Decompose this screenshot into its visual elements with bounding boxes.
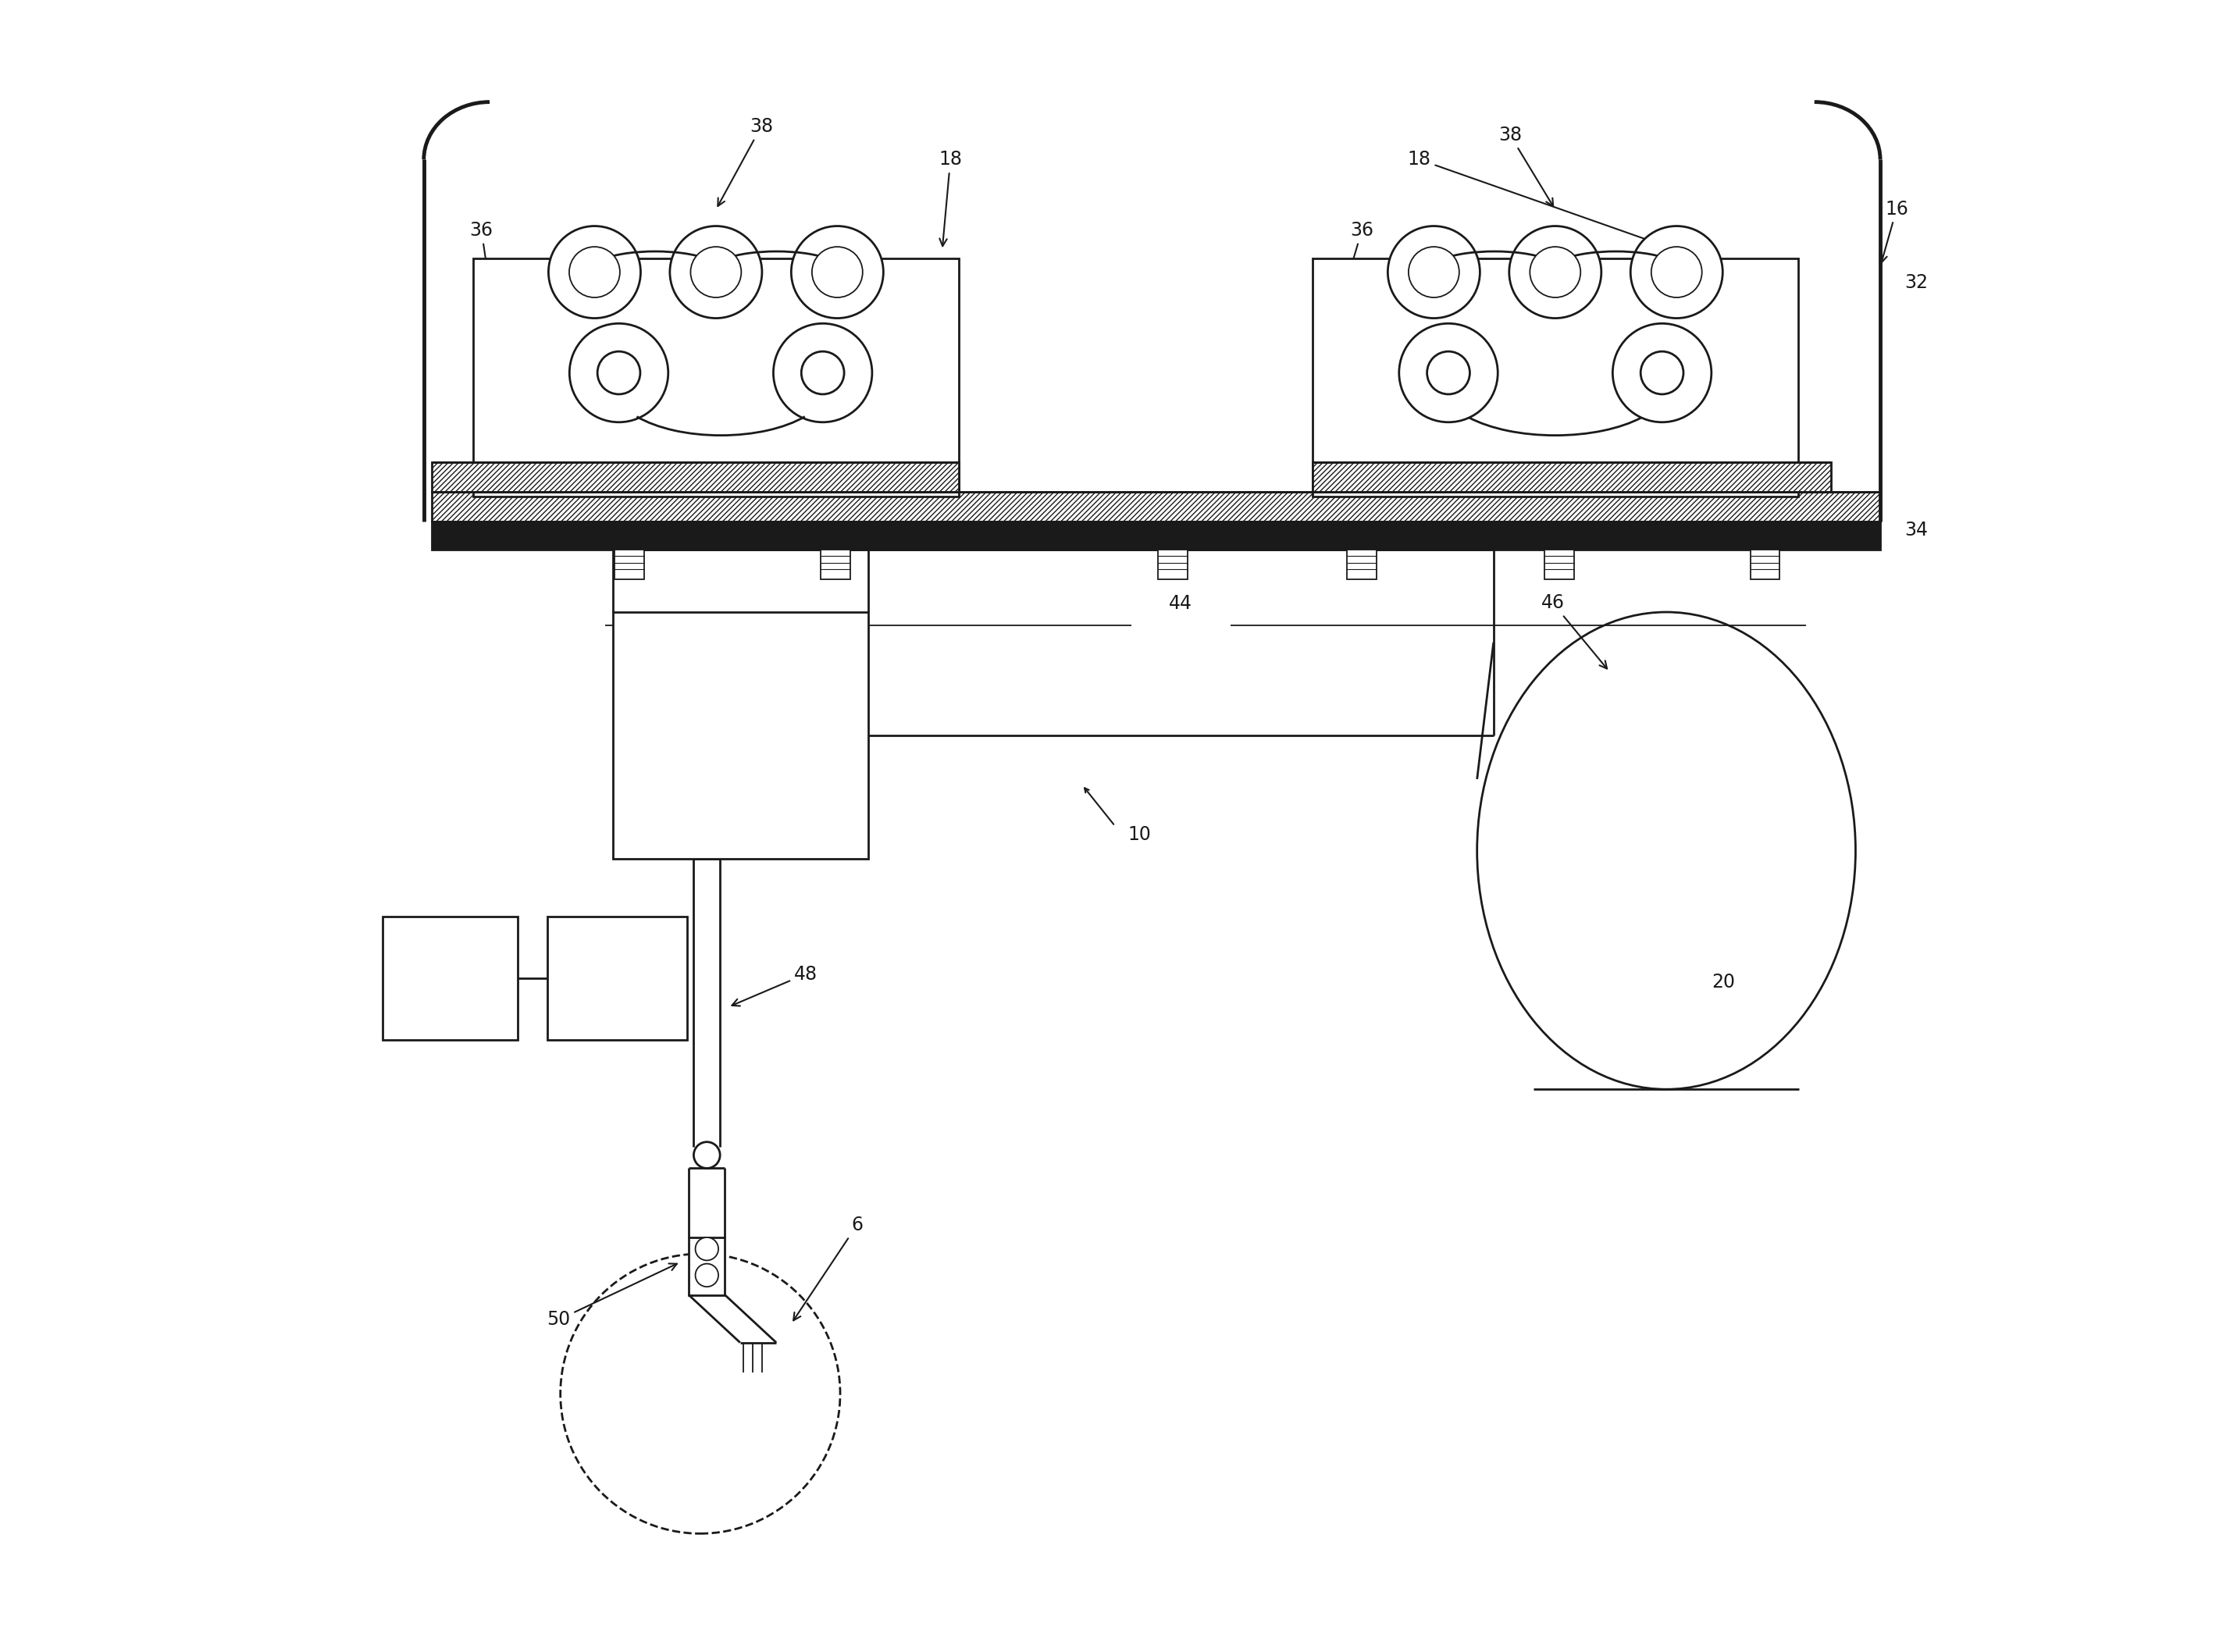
Circle shape: [1641, 352, 1684, 395]
Text: 45: 45: [479, 382, 502, 401]
Bar: [546, 917, 687, 1039]
Bar: [689, 1237, 725, 1295]
Text: 38: 38: [1499, 126, 1552, 206]
Text: 16: 16: [1880, 200, 1909, 263]
Bar: [1313, 463, 1831, 492]
Circle shape: [801, 352, 845, 395]
Text: 24: 24: [439, 960, 462, 980]
Bar: [1751, 550, 1780, 580]
Text: 18: 18: [939, 150, 961, 246]
Circle shape: [696, 1264, 718, 1287]
Bar: [1347, 550, 1376, 580]
Text: 50: 50: [546, 1264, 678, 1328]
Bar: [615, 550, 644, 580]
Circle shape: [1387, 226, 1481, 319]
Circle shape: [694, 1142, 720, 1168]
Text: 38: 38: [718, 117, 774, 206]
Bar: [433, 522, 1880, 550]
Circle shape: [569, 324, 669, 423]
Circle shape: [691, 246, 740, 297]
Text: 40,42: 40,42: [709, 411, 758, 426]
Bar: [433, 492, 1880, 522]
Circle shape: [569, 246, 620, 297]
Bar: [384, 917, 517, 1039]
Text: 22: 22: [607, 960, 629, 980]
Text: 6: 6: [794, 1216, 863, 1320]
Circle shape: [1427, 352, 1470, 395]
Circle shape: [598, 352, 640, 395]
Text: 36: 36: [471, 221, 500, 339]
Text: 48: 48: [731, 965, 818, 1006]
Circle shape: [696, 1237, 718, 1260]
Circle shape: [774, 324, 872, 423]
Bar: [473, 258, 959, 497]
Bar: [1313, 258, 1797, 497]
Text: 44: 44: [1169, 595, 1193, 613]
Circle shape: [1530, 246, 1581, 297]
Circle shape: [1650, 246, 1701, 297]
Ellipse shape: [1476, 613, 1855, 1089]
Bar: [1545, 550, 1574, 580]
Circle shape: [1409, 246, 1458, 297]
Text: 36: 36: [1329, 221, 1374, 339]
Circle shape: [669, 226, 763, 319]
Circle shape: [1612, 324, 1710, 423]
Bar: [433, 463, 959, 492]
Circle shape: [1630, 226, 1722, 319]
Text: 46: 46: [1541, 593, 1608, 669]
Text: 10: 10: [1128, 824, 1151, 844]
Circle shape: [1398, 324, 1499, 423]
Circle shape: [812, 246, 863, 297]
Text: 34: 34: [1904, 520, 1929, 539]
Circle shape: [549, 226, 640, 319]
Text: 32: 32: [1904, 274, 1929, 292]
Text: 40,42: 40,42: [1539, 411, 1588, 426]
Bar: [613, 613, 867, 859]
Text: 20: 20: [1710, 973, 1735, 991]
Circle shape: [1510, 226, 1601, 319]
Bar: [821, 550, 850, 580]
Text: 18: 18: [1407, 150, 1672, 249]
Circle shape: [792, 226, 883, 319]
Bar: [1157, 550, 1186, 580]
